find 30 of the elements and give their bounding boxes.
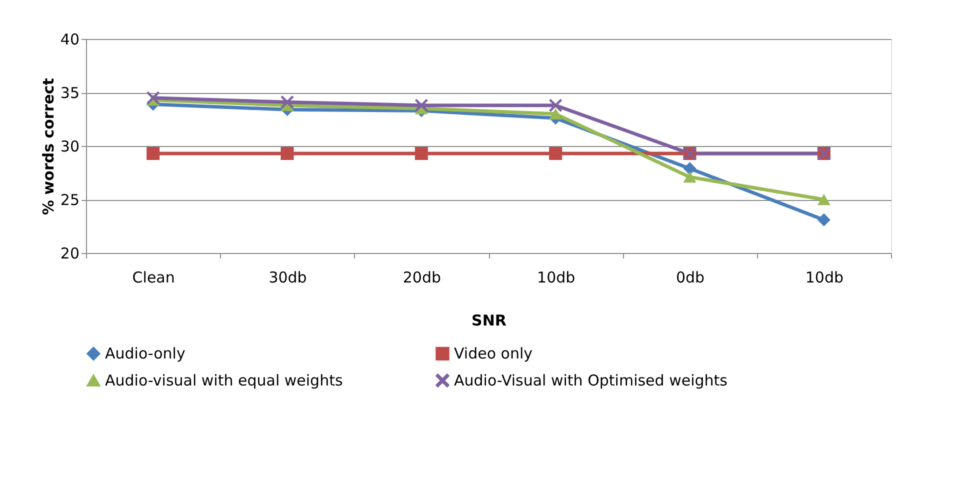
x-tick-label: 0db — [676, 268, 705, 286]
y-tick-label: 40 — [60, 30, 80, 48]
x-tick-label: 30db — [268, 268, 307, 286]
point — [549, 98, 562, 112]
legend-label: Audio-visual with equal weights — [105, 372, 343, 390]
legend-label: Audio-Visual with Optimised weights — [454, 372, 728, 390]
point — [817, 194, 830, 206]
point — [683, 171, 696, 183]
y-tick-label: 25 — [60, 191, 80, 209]
y-tick-label: 20 — [60, 244, 80, 262]
y-axis-title: % words correct — [39, 78, 58, 215]
x-tick-label: 10db — [537, 268, 576, 286]
point — [414, 98, 428, 112]
point — [280, 146, 294, 160]
x-tick-label: 10db — [805, 268, 844, 286]
point — [817, 213, 830, 226]
point — [683, 162, 696, 175]
y-tick-label: 35 — [60, 84, 80, 102]
point — [280, 96, 294, 109]
x-tick-label: 20db — [402, 268, 441, 286]
legend-label: Video only — [454, 344, 533, 363]
point — [549, 108, 562, 120]
point — [414, 146, 428, 160]
y-tick-label: 30 — [60, 138, 80, 156]
point — [146, 91, 160, 104]
point — [146, 146, 160, 160]
x-axis-title: SNR — [472, 312, 507, 330]
x-tick-label: Clean — [132, 268, 175, 286]
legend-label: Audio-only — [105, 344, 186, 363]
point — [549, 146, 562, 160]
